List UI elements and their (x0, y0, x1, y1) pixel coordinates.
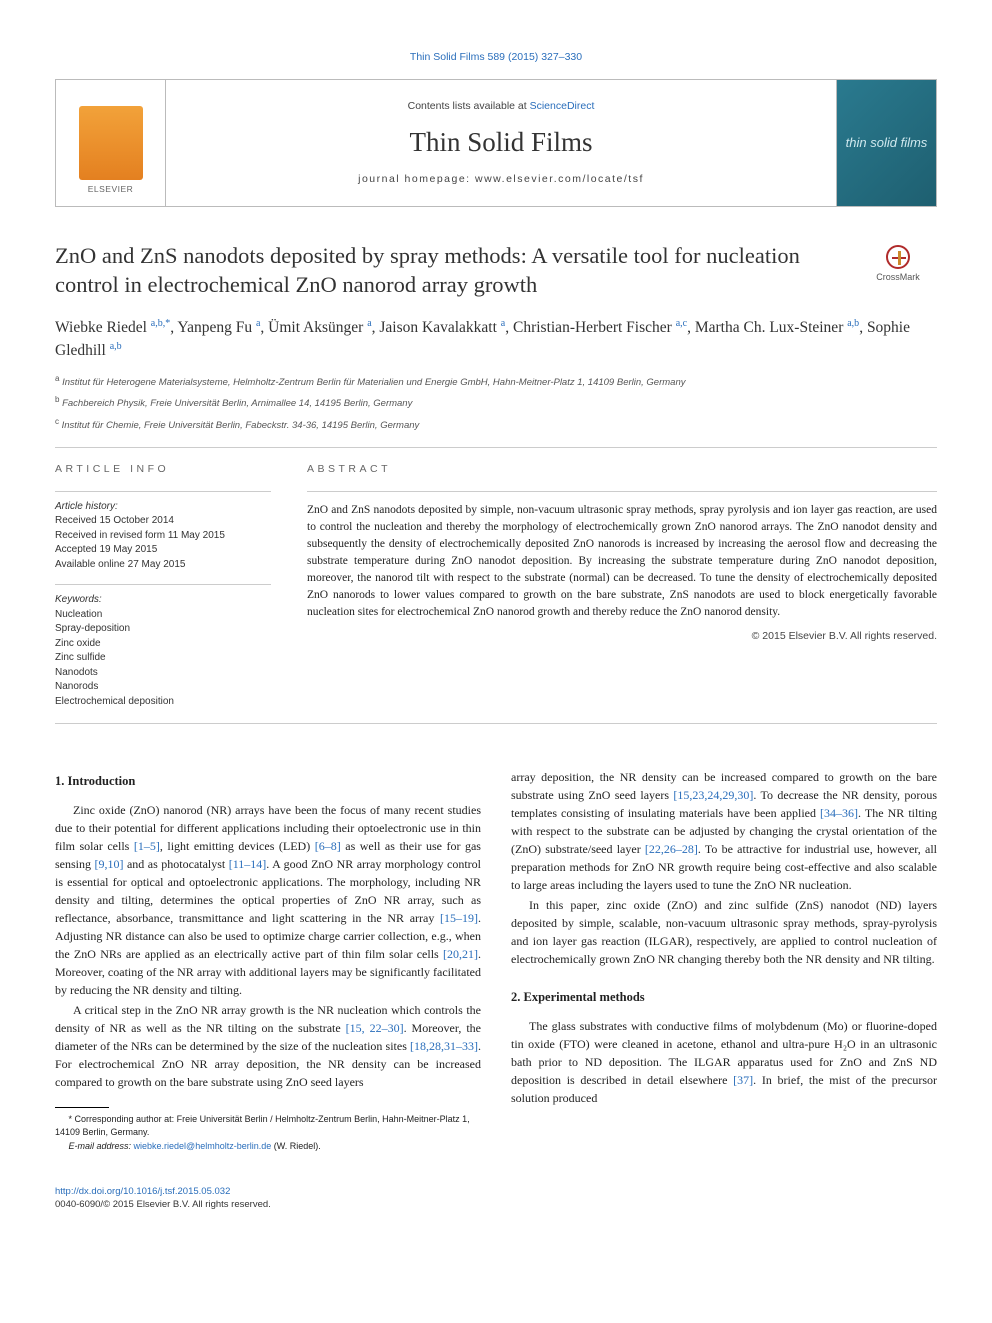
ref-34-36[interactable]: [34–36] (820, 806, 858, 820)
ref-9-10[interactable]: [9,10] (95, 857, 124, 871)
keyword-item: Electrochemical deposition (55, 695, 271, 710)
rule-bottom (55, 723, 937, 724)
body-columns: 1. Introduction Zinc oxide (ZnO) nanorod… (55, 768, 937, 1153)
ref-6-8[interactable]: [6–8] (315, 839, 341, 853)
ref-15-23-24-29-30[interactable]: [15,23,24,29,30] (673, 788, 753, 802)
keyword-item: Spray-deposition (55, 622, 271, 637)
ref-11-14[interactable]: [11–14] (229, 857, 267, 871)
info-rule (55, 491, 271, 492)
keywords-label: Keywords: (55, 593, 271, 608)
history-label: Article history: (55, 500, 271, 515)
history-item: Received in revised form 11 May 2015 (55, 529, 271, 544)
abstract-rule (307, 491, 937, 492)
header-center: Contents lists available at ScienceDirec… (166, 80, 836, 206)
ref-22-26-28[interactable]: [22,26–28] (645, 842, 698, 856)
abstract-text: ZnO and ZnS nanodots deposited by simple… (307, 502, 937, 621)
ref-15-19[interactable]: [15–19] (440, 911, 478, 925)
author: , Christian-Herbert Fischer (505, 319, 675, 336)
methods-para-1: The glass substrates with conductive fil… (511, 1017, 937, 1107)
author: , Yanpeng Fu (170, 319, 256, 336)
corresponding-footnote: * Corresponding author at: Freie Univers… (55, 1113, 481, 1138)
keyword-item: Nanodots (55, 666, 271, 681)
author: Wiebke Riedel (55, 319, 151, 336)
history-item: Accepted 19 May 2015 (55, 543, 271, 558)
author: , Jaison Kavalakkatt (372, 319, 501, 336)
contents-prefix: Contents lists available at (408, 100, 530, 112)
author-affil-sup: a,c (676, 318, 687, 329)
footer-copyright: 0040-6090/© 2015 Elsevier B.V. All right… (55, 1198, 937, 1211)
history-item: Received 15 October 2014 (55, 514, 271, 529)
intro-para-2b: array deposition, the NR density can be … (511, 768, 937, 894)
cover-text: thin solid films (846, 136, 928, 149)
page-footer: http://dx.doi.org/10.1016/j.tsf.2015.05.… (55, 1185, 937, 1212)
keyword-item: Zinc sulfide (55, 651, 271, 666)
crossmark-label: CrossMark (876, 271, 920, 284)
author: , Martha Ch. Lux-Steiner (687, 319, 847, 336)
footnote-separator (55, 1107, 109, 1108)
abstract-copyright: © 2015 Elsevier B.V. All rights reserved… (307, 629, 937, 644)
keyword-item: Nucleation (55, 608, 271, 623)
crossmark-icon (886, 245, 910, 269)
abstract-label: abstract (307, 462, 937, 477)
authors-list: Wiebke Riedel a,b,*, Yanpeng Fu a, Ümit … (55, 316, 937, 363)
intro-para-2: A critical step in the ZnO NR array grow… (55, 1001, 481, 1091)
affiliation: a Institut für Heterogene Materialsystem… (55, 373, 937, 390)
rule-top (55, 447, 937, 448)
intro-para-3: In this paper, zinc oxide (ZnO) and zinc… (511, 896, 937, 968)
elsevier-logo (56, 80, 166, 206)
email-footnote: E-mail address: wiebke.riedel@helmholtz-… (55, 1140, 481, 1153)
sciencedirect-link[interactable]: ScienceDirect (530, 100, 595, 112)
author-affil-sup: a,b (110, 341, 122, 352)
journal-header: Contents lists available at ScienceDirec… (55, 79, 937, 207)
homepage-line: journal homepage: www.elsevier.com/locat… (166, 172, 836, 187)
article-title: ZnO and ZnS nanodots deposited by spray … (55, 241, 847, 300)
keywords-block: Keywords: NucleationSpray-depositionZinc… (55, 593, 271, 709)
author: , Ümit Aksünger (260, 319, 367, 336)
keyword-item: Zinc oxide (55, 637, 271, 652)
crossmark-badge[interactable]: CrossMark (859, 241, 937, 284)
ref-37[interactable]: [37] (733, 1073, 753, 1087)
intro-para-1: Zinc oxide (ZnO) nanorod (NR) arrays hav… (55, 801, 481, 999)
keyword-item: Nanorods (55, 680, 271, 695)
info-rule-2 (55, 584, 271, 585)
affiliation: b Fachbereich Physik, Freie Universität … (55, 394, 937, 411)
author-affil-sup: a,b (847, 318, 859, 329)
ref-1-5[interactable]: [1–5] (134, 839, 160, 853)
section-intro-title: 1. Introduction (55, 772, 481, 791)
affiliation: c Institut für Chemie, Freie Universität… (55, 416, 937, 433)
doi-link[interactable]: http://dx.doi.org/10.1016/j.tsf.2015.05.… (55, 1186, 230, 1197)
ref-18-28-31-33[interactable]: [18,28,31–33] (410, 1039, 478, 1053)
author-affil-sup: a,b,* (151, 318, 170, 329)
citation-header: Thin Solid Films 589 (2015) 327–330 (55, 50, 937, 65)
author-email[interactable]: wiebke.riedel@helmholtz-berlin.de (134, 1141, 272, 1151)
article-history: Article history: Received 15 October 201… (55, 500, 271, 573)
section-methods-title: 2. Experimental methods (511, 988, 937, 1007)
elsevier-tree-icon (79, 106, 143, 180)
article-info-label: article info (55, 462, 271, 477)
ref-20-21[interactable]: [20,21] (443, 947, 478, 961)
journal-cover: thin solid films (836, 80, 936, 206)
ref-15-22-30[interactable]: [15, 22–30] (346, 1021, 404, 1035)
history-item: Available online 27 May 2015 (55, 558, 271, 573)
journal-name: Thin Solid Films (166, 124, 836, 162)
contents-line: Contents lists available at ScienceDirec… (166, 99, 836, 114)
